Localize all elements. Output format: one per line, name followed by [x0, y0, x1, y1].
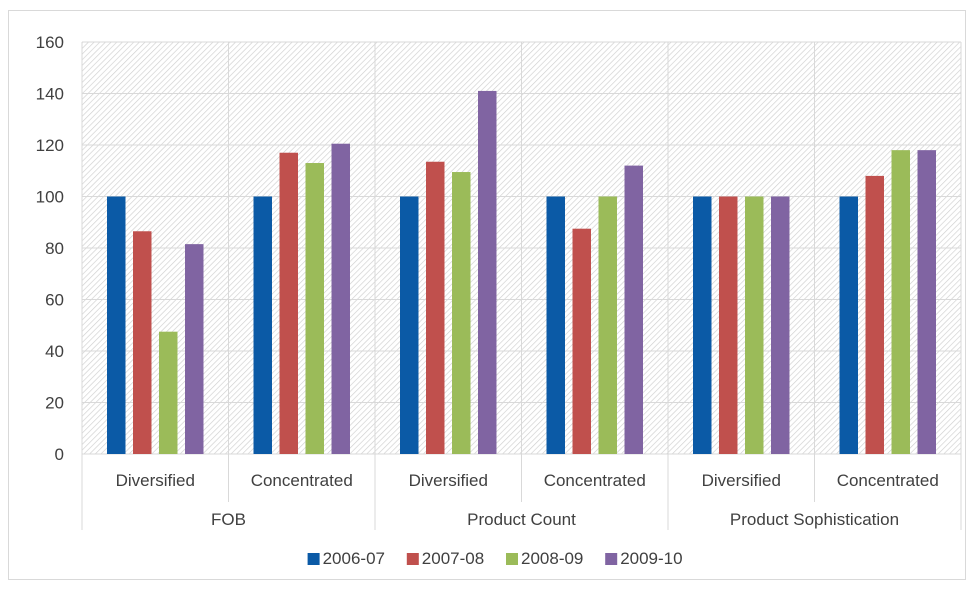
bar-2006-07-1 — [253, 196, 272, 454]
legend-label: 2009-10 — [620, 549, 682, 568]
bar-2008-09-1 — [305, 163, 324, 454]
y-axis: 0 20 40 60 80 100 120 140 160 — [36, 33, 64, 464]
bar-2008-09-4 — [745, 196, 764, 454]
y-tick-label: 40 — [45, 342, 64, 361]
x-category-label: Diversified — [702, 471, 781, 490]
bar-2007-08-4 — [719, 196, 738, 454]
bar-2009-10-5 — [917, 150, 936, 454]
bar-2009-10-3 — [624, 165, 643, 454]
legend-swatch — [506, 553, 518, 565]
y-tick-label: 140 — [36, 85, 64, 104]
x-axis: Diversified Concentrated Diversified Concen… — [81, 454, 962, 530]
legend: 2006-07 2007-08 2008-09 2009-10 — [307, 549, 683, 568]
y-tick-label: 0 — [55, 445, 64, 464]
bar-2007-08-0 — [133, 231, 152, 454]
x-category-label: Diversified — [116, 471, 195, 490]
x-group-label: Product Sophistication — [730, 510, 899, 529]
bar-2007-08-2 — [426, 161, 445, 455]
bar-2006-07-4 — [693, 196, 712, 454]
y-tick-label: 120 — [36, 136, 64, 155]
bar-2009-10-0 — [185, 244, 204, 454]
legend-swatch — [605, 553, 618, 565]
bar-2009-10-4 — [771, 196, 790, 454]
bar-2008-09-2 — [452, 172, 471, 454]
y-tick-label: 60 — [45, 291, 64, 310]
gridlines — [81, 41, 962, 455]
bar-2009-10-2 — [478, 90, 497, 455]
x-category-label: Diversified — [409, 471, 488, 490]
bar-2007-08-3 — [572, 228, 591, 454]
legend-label: 2007-08 — [422, 549, 484, 568]
x-category-label: Concentrated — [251, 471, 353, 490]
y-tick-label: 160 — [36, 33, 64, 52]
legend-label: 2008-09 — [521, 549, 583, 568]
bar-2009-10-1 — [331, 143, 350, 454]
bars — [107, 90, 936, 455]
bar-2006-07-2 — [400, 196, 419, 454]
x-group-label: FOB — [211, 510, 246, 529]
x-group-label: Product Count — [467, 510, 576, 529]
bar-2008-09-0 — [159, 331, 178, 454]
x-category-label: Concentrated — [837, 471, 939, 490]
bar-2006-07-5 — [839, 196, 858, 454]
legend-swatch — [307, 553, 320, 565]
bar-2006-07-3 — [546, 196, 565, 454]
legend-swatch — [406, 553, 419, 565]
legend-label: 2006-07 — [323, 549, 385, 568]
x-category-label: Concentrated — [544, 471, 646, 490]
y-tick-label: 80 — [45, 239, 64, 258]
y-tick-label: 20 — [45, 394, 64, 413]
bar-2006-07-0 — [107, 196, 126, 454]
y-tick-label: 100 — [36, 188, 64, 207]
bar-2008-09-3 — [598, 196, 617, 454]
bar-2007-08-1 — [279, 152, 298, 454]
bar-2007-08-5 — [865, 175, 884, 454]
bar-2008-09-5 — [891, 150, 910, 454]
